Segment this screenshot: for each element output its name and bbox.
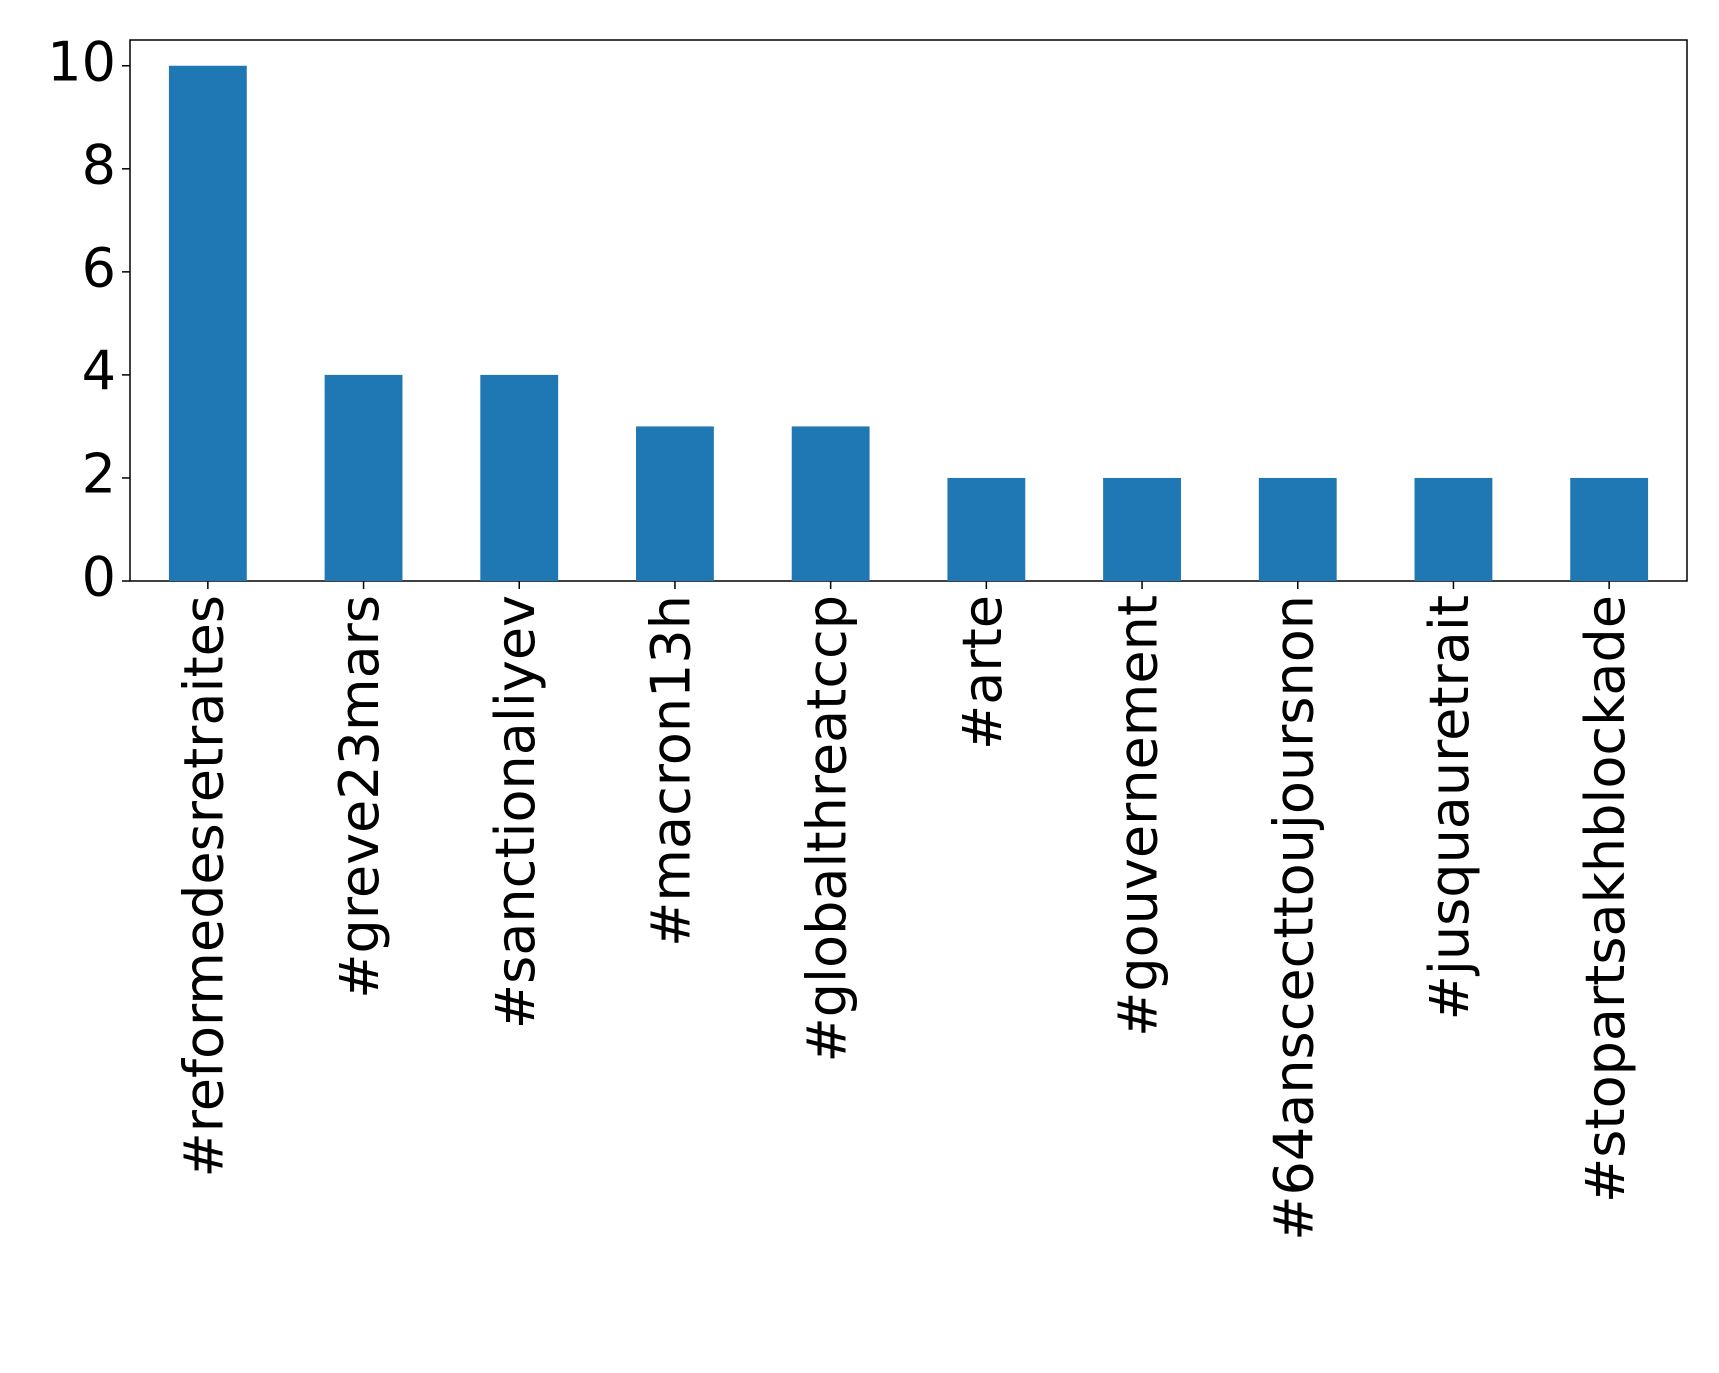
bar <box>1570 477 1649 581</box>
bar <box>324 374 403 581</box>
x-tick-label: #greve23mars <box>328 595 391 999</box>
y-tick-label: 8 <box>82 133 116 196</box>
bar <box>480 374 559 581</box>
bar <box>791 426 870 581</box>
y-tick-label: 10 <box>47 30 116 93</box>
x-tick-label: #macron13h <box>640 595 703 947</box>
axes-frame <box>129 39 1688 582</box>
y-tick-label: 0 <box>82 546 116 609</box>
x-tick-label: #arte <box>951 595 1014 750</box>
bar <box>636 426 714 581</box>
y-tick-label: 2 <box>82 443 116 506</box>
bar <box>1103 477 1181 581</box>
x-tick-label: #64ansceсttoujoursnon <box>1262 595 1325 1241</box>
x-tick-label: #gouvernement <box>1107 595 1170 1037</box>
bar <box>1258 477 1337 581</box>
bar <box>947 477 1026 581</box>
x-tick-label: #sanctionaliyev <box>484 595 547 1029</box>
bar <box>1414 477 1493 581</box>
y-tick-label: 6 <box>82 236 116 299</box>
bar <box>168 65 247 581</box>
x-tick-label: #jusquauretrait <box>1418 595 1481 1020</box>
x-tick-label: #globalthreatccp <box>795 595 858 1063</box>
x-tick-label: #reformedesretraites <box>172 595 235 1177</box>
y-tick-label: 4 <box>82 340 116 403</box>
x-tick-label: #stopartsakhblockade <box>1574 595 1637 1203</box>
